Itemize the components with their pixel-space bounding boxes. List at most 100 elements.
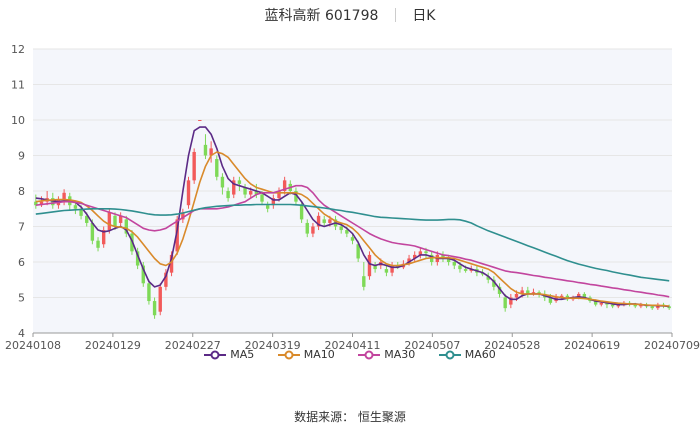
candle-body — [548, 297, 553, 303]
candle-body — [616, 304, 620, 307]
legend-label-ma10: MA10 — [303, 348, 335, 361]
series-line-ma5 — [35, 126, 670, 308]
candle-body — [452, 262, 456, 266]
candle-body — [390, 265, 394, 273]
legend-swatch-ma60 — [438, 350, 461, 360]
candle-body — [373, 265, 377, 270]
candle-body — [458, 265, 462, 270]
legend-label-ma5: MA5 — [230, 348, 255, 361]
candle-body — [593, 301, 598, 305]
candle-body — [469, 269, 473, 271]
candle-body — [282, 180, 287, 191]
y-tick-label: 12 — [11, 43, 25, 56]
y-tick-label: 4 — [18, 327, 25, 340]
candle-body — [503, 297, 507, 309]
candle-body — [164, 272, 168, 287]
y-tick-label: 8 — [18, 185, 25, 198]
candle-body — [316, 215, 321, 227]
x-tick-label: 20240507 — [404, 339, 460, 352]
candle-body — [582, 293, 587, 298]
x-tick-label: 20240108 — [5, 339, 61, 352]
candle-body — [215, 159, 219, 177]
candle-body — [599, 302, 604, 305]
candle-body — [446, 258, 451, 262]
candle-body — [520, 290, 524, 294]
candle-body — [90, 222, 95, 241]
candle-body — [147, 283, 151, 302]
candle-body — [576, 293, 581, 298]
candle-body — [486, 276, 490, 280]
candle-body — [311, 226, 315, 234]
candle-body — [305, 222, 309, 234]
candle-body — [79, 208, 83, 216]
candle-body — [356, 244, 360, 259]
legend-item-ma60[interactable]: MA60 — [438, 348, 496, 361]
series-line-ma60 — [35, 203, 670, 282]
period-label: 日K — [412, 8, 436, 24]
y-tick-label: 11 — [11, 79, 25, 92]
candle-body — [350, 237, 355, 241]
candle-body — [220, 176, 225, 188]
candle-body — [186, 180, 191, 206]
candle-body — [277, 191, 281, 199]
candle-body — [339, 226, 343, 231]
candle-body — [209, 148, 213, 156]
x-tick-label: 20240709 — [644, 339, 700, 352]
candle-body — [514, 293, 519, 298]
x-tick-label: 20240129 — [85, 339, 141, 352]
candle-body — [667, 306, 671, 309]
candle-body — [124, 219, 129, 234]
candle-body — [62, 192, 66, 200]
candle-body — [509, 297, 513, 305]
series-line-ma10 — [35, 151, 670, 307]
candle-body — [367, 254, 372, 277]
y-tick-label: 9 — [18, 150, 25, 163]
candle-body — [181, 212, 185, 220]
candle-body — [463, 269, 468, 271]
data-source: 数据来源： 恒生聚源 — [294, 410, 406, 424]
candle-body — [650, 306, 654, 309]
x-tick-label: 20240227 — [165, 339, 221, 352]
candle-body — [169, 254, 174, 273]
candle-body — [497, 286, 502, 294]
x-tick-label: 20240528 — [484, 339, 540, 352]
candle-body — [34, 201, 38, 206]
candle-body — [243, 187, 247, 195]
candle-body — [152, 301, 157, 316]
candle-body — [605, 302, 609, 305]
x-tick-label: 20240619 — [564, 339, 620, 352]
candle-body — [441, 254, 445, 259]
legend-label-ma60: MA60 — [464, 348, 496, 361]
candle-body — [158, 286, 162, 312]
candle-body — [265, 205, 270, 209]
candle-body — [492, 279, 496, 287]
candle-body — [85, 215, 89, 223]
legend-item-ma30[interactable]: MA30 — [358, 348, 415, 361]
candle-body — [384, 269, 389, 273]
candle-body — [294, 191, 298, 202]
candle-body — [73, 205, 78, 209]
candle-body — [175, 219, 179, 252]
candle-body — [424, 251, 428, 254]
candle-body — [135, 251, 140, 266]
candle-body — [237, 180, 242, 184]
candle-body — [610, 304, 615, 307]
stock-title: 蓝科高新 601798 — [264, 8, 379, 24]
legend-swatch-ma5 — [204, 350, 227, 360]
legend-item-ma10[interactable]: MA10 — [277, 348, 335, 361]
candle-body — [107, 212, 112, 231]
candle-body — [537, 292, 541, 294]
candle-body — [526, 290, 530, 294]
candle-body — [413, 254, 417, 259]
candle-body — [198, 120, 202, 121]
candle-body — [345, 230, 349, 234]
title-separator — [394, 8, 396, 22]
chart-title: 蓝科高新 601798 日K — [0, 5, 700, 25]
y-tick-label: 6 — [18, 256, 25, 269]
candle-body — [560, 295, 564, 298]
candle-body — [141, 265, 145, 284]
y-tick-label: 10 — [11, 114, 25, 127]
legend-item-ma5[interactable]: MA5 — [204, 348, 254, 361]
